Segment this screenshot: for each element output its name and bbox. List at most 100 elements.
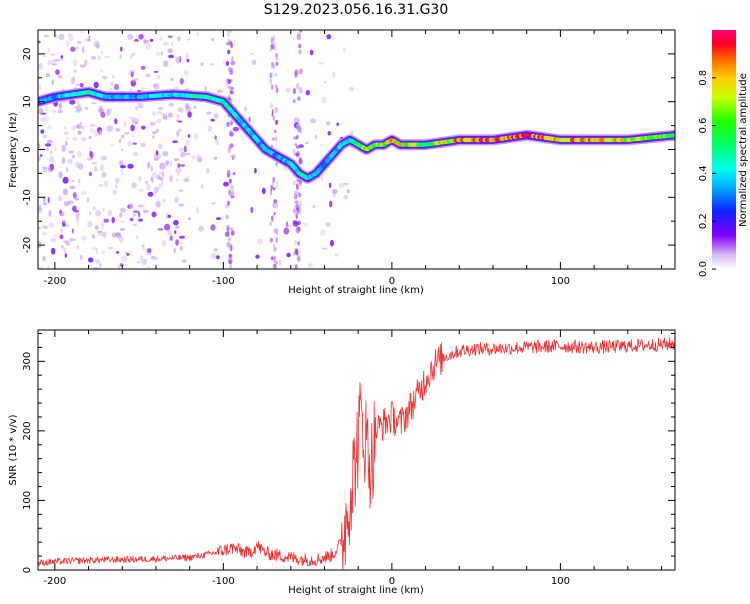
noise-point (298, 192, 302, 198)
noise-point (161, 164, 167, 170)
noise-point (65, 40, 70, 48)
noise-point (299, 200, 303, 206)
noise-point (154, 257, 159, 261)
noise-point (183, 69, 189, 76)
noise-point (160, 177, 164, 181)
noise-point (119, 54, 123, 59)
noise-point (52, 63, 58, 66)
noise-point (230, 120, 233, 126)
noise-point (292, 220, 298, 225)
noise-point (161, 170, 164, 178)
noise-point (75, 197, 80, 201)
noise-point (156, 111, 163, 115)
noise-point (119, 212, 123, 218)
noise-point (142, 244, 145, 251)
noise-point (130, 71, 134, 78)
noise-point (101, 172, 107, 178)
noise-point (40, 129, 45, 134)
noise-point (76, 221, 79, 226)
noise-point (196, 153, 201, 159)
noise-point (310, 118, 317, 124)
noise-point (113, 83, 120, 91)
noise-point (299, 30, 303, 33)
noise-point (48, 166, 51, 173)
noise-point (54, 58, 60, 62)
noise-point (129, 217, 134, 222)
noise-point (227, 230, 230, 236)
noise-point (72, 59, 78, 67)
noise-point (272, 180, 275, 187)
noise-point (174, 225, 180, 229)
noise-point (93, 130, 99, 137)
noise-point (58, 102, 63, 110)
noise-point (77, 130, 81, 135)
noise-point (213, 113, 219, 119)
noise-point (342, 47, 346, 53)
noise-point (91, 247, 97, 250)
noise-point (162, 199, 166, 203)
noise-point (185, 52, 189, 60)
noise-point (48, 222, 55, 228)
noise-point (251, 59, 257, 66)
noise-point (121, 255, 128, 263)
noise-point (108, 247, 114, 250)
noise-point (121, 148, 124, 152)
noise-point (59, 228, 63, 234)
noise-point (325, 121, 331, 126)
noise-point (297, 220, 301, 226)
noise-point (160, 113, 167, 116)
noise-point (298, 68, 303, 75)
noise-point (99, 129, 102, 134)
noise-point (45, 73, 51, 78)
noise-point (65, 241, 71, 246)
noise-point (325, 222, 331, 227)
noise-point (227, 173, 230, 179)
noise-point (149, 38, 154, 42)
noise-point (270, 84, 274, 90)
noise-point (343, 182, 349, 186)
noise-point (198, 225, 205, 232)
noise-point (296, 255, 301, 262)
noise-point (180, 242, 183, 246)
noise-point (231, 156, 235, 161)
noise-point (275, 236, 278, 244)
noise-point (54, 233, 59, 238)
noise-point (176, 36, 181, 41)
noise-point (71, 180, 75, 183)
noise-point (40, 266, 43, 269)
noise-point (205, 111, 212, 115)
noise-point (248, 116, 251, 123)
noise-point (115, 178, 118, 185)
noise-point (206, 168, 210, 174)
noise-point (175, 179, 179, 182)
noise-point (171, 41, 174, 46)
noise-point (180, 151, 186, 158)
noise-point (216, 255, 220, 260)
noise-point (102, 231, 107, 239)
noise-point (132, 213, 137, 217)
noise-point (100, 111, 106, 118)
noise-point (172, 140, 179, 143)
noise-point (332, 189, 338, 194)
x-tick-label: -100 (212, 276, 235, 287)
noise-point (132, 151, 138, 156)
noise-point (98, 183, 104, 188)
noise-point (93, 81, 99, 89)
noise-point (43, 225, 49, 230)
noise-point (42, 54, 47, 58)
noise-point (70, 238, 77, 241)
noise-point (328, 182, 332, 188)
noise-point (273, 129, 277, 134)
noise-point (213, 156, 218, 160)
noise-point (294, 239, 297, 246)
noise-point (91, 102, 97, 105)
noise-point (126, 253, 130, 256)
noise-point (229, 131, 234, 137)
noise-point (275, 87, 279, 94)
noise-point (101, 250, 106, 254)
noise-point (47, 196, 50, 204)
bottom-x-axis-label: Height of straight line (km) (288, 585, 424, 596)
noise-point (88, 135, 92, 140)
noise-point (95, 247, 98, 255)
noise-point (77, 102, 81, 107)
